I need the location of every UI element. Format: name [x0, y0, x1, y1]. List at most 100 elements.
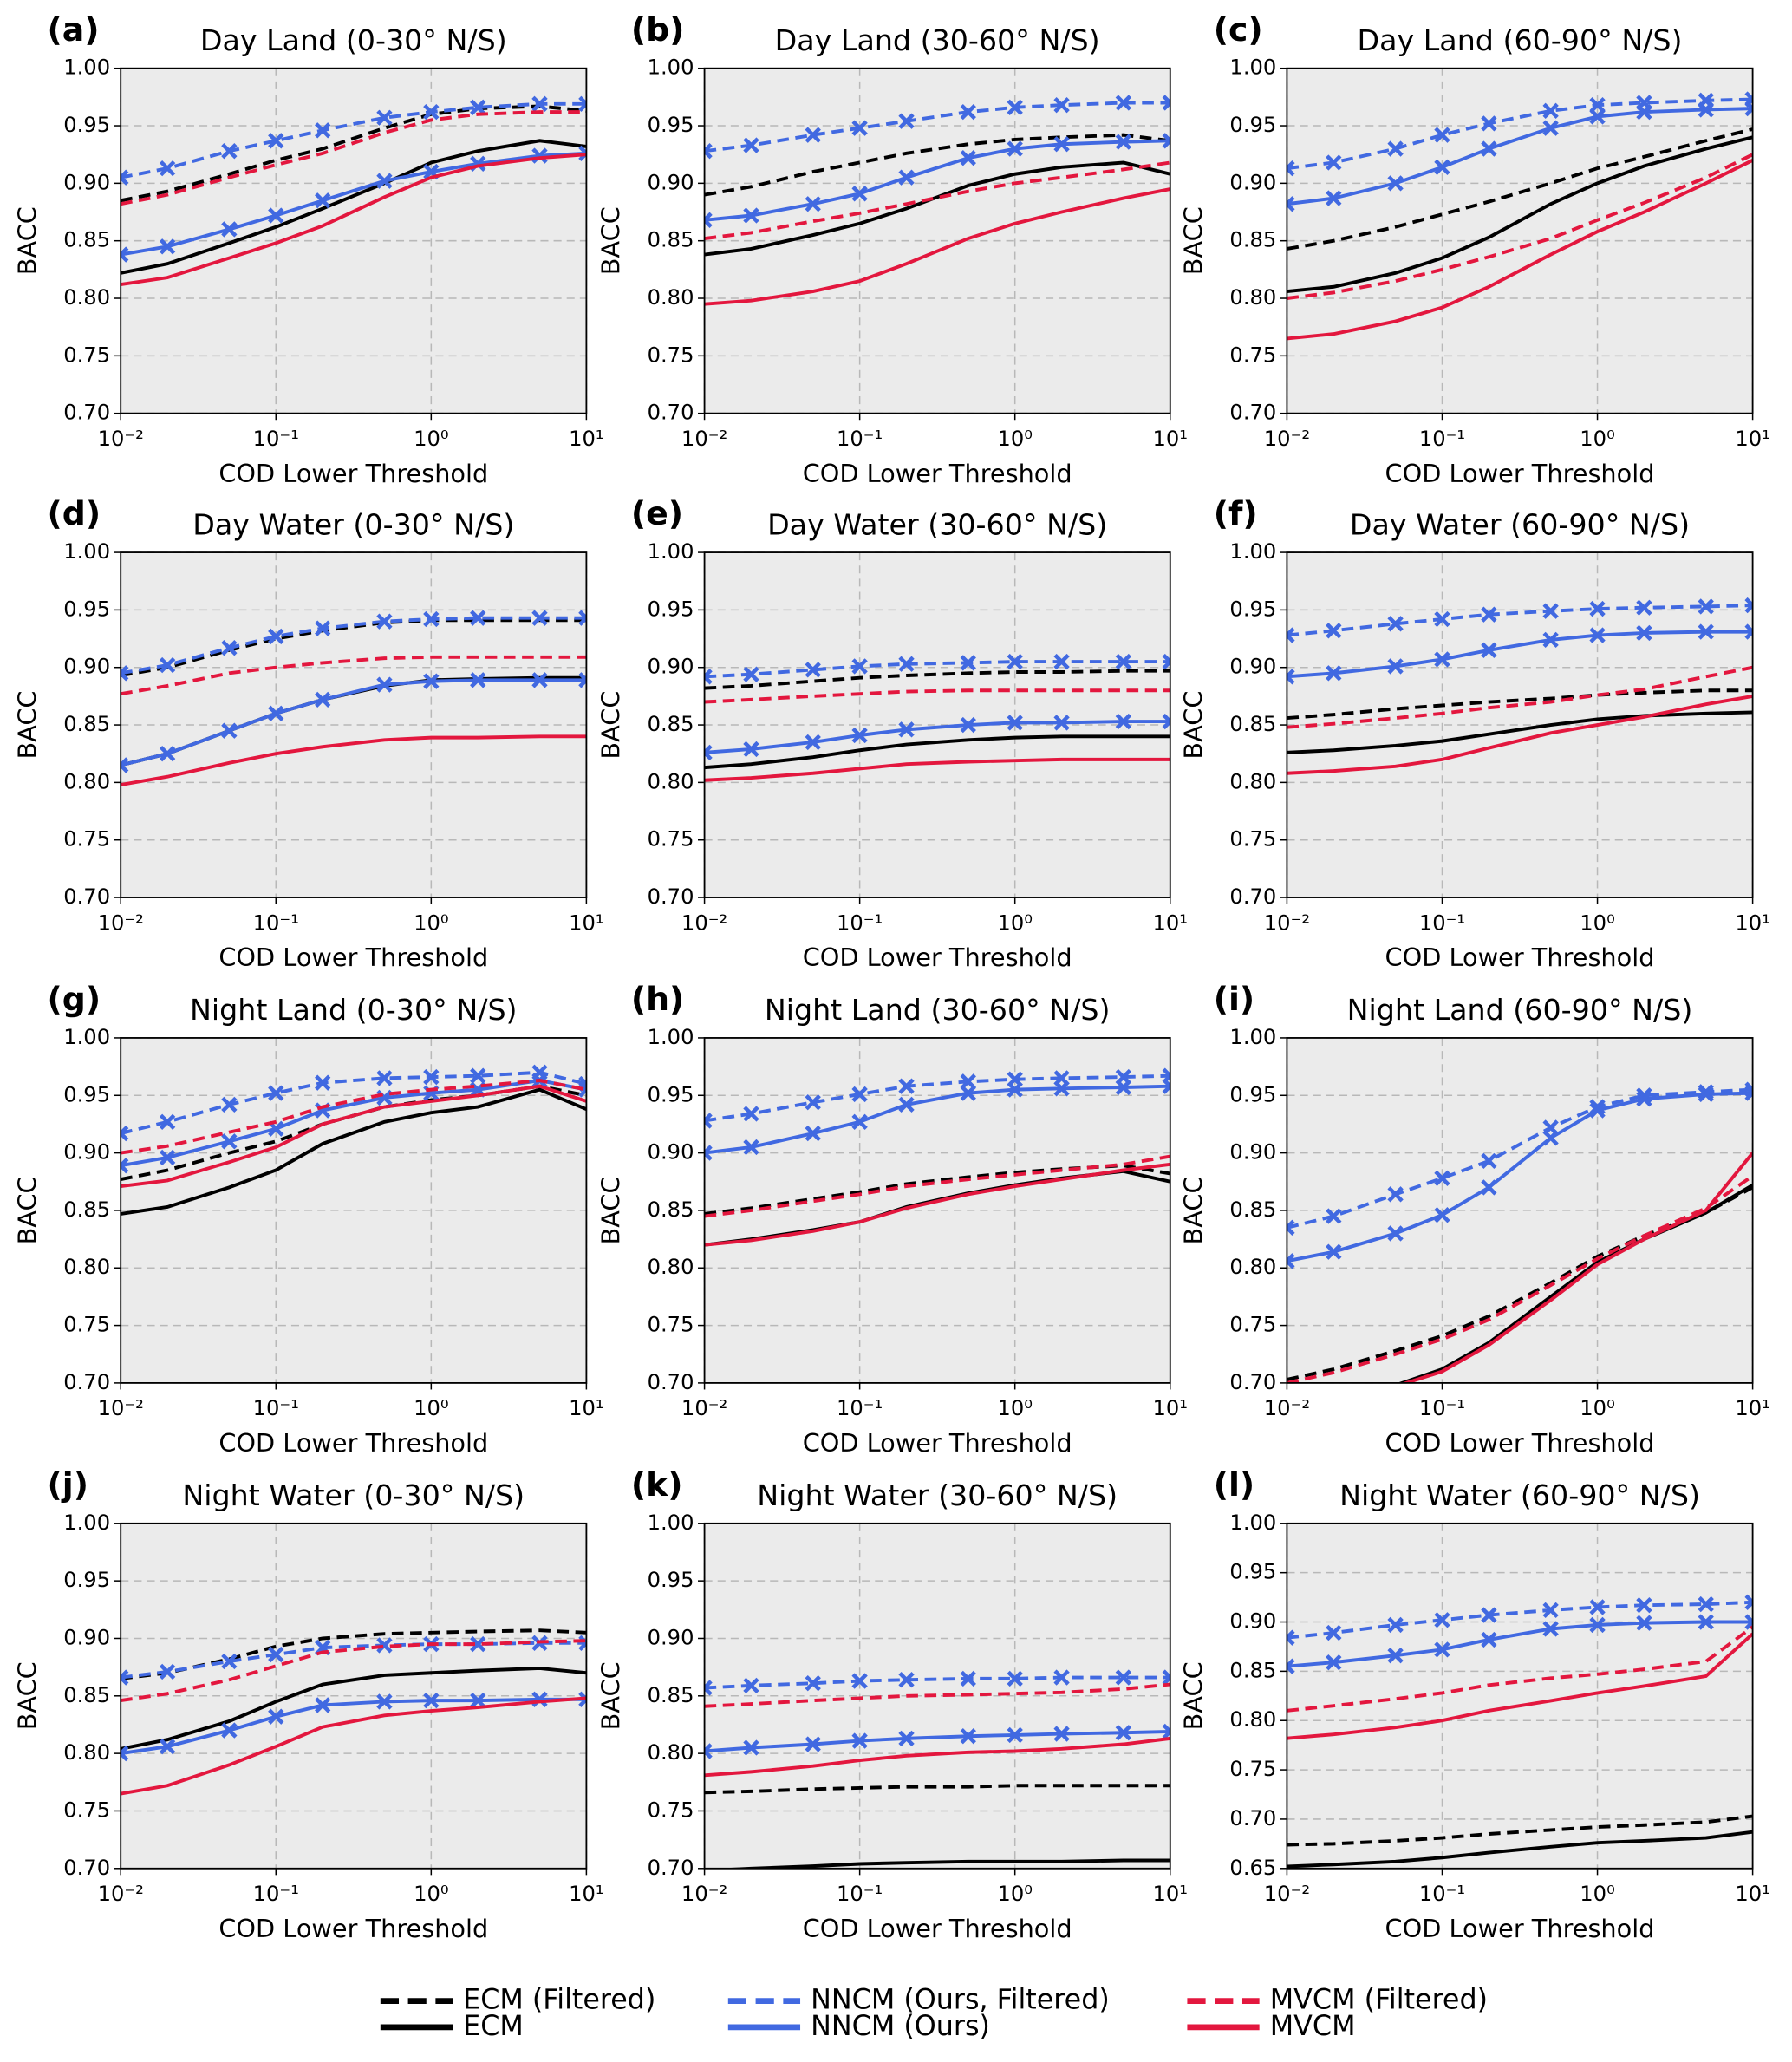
y-tick-label: 0.70 — [648, 401, 694, 425]
x-tick-label: 10⁻¹ — [253, 427, 299, 451]
x-tick-label: 10¹ — [1735, 427, 1770, 451]
marker — [1007, 653, 1023, 670]
marker — [470, 672, 486, 688]
x-axis-label: COD Lower Threshold — [1385, 943, 1655, 972]
plot-frame — [703, 67, 1171, 414]
y-axis-label: BACC — [1179, 1176, 1209, 1244]
x-axis-label: COD Lower Threshold — [218, 1428, 488, 1458]
marker — [578, 610, 587, 626]
panel-label: (d) — [47, 494, 101, 532]
plot-frame — [1286, 551, 1754, 898]
marker — [1387, 1186, 1404, 1203]
series-line — [121, 153, 587, 287]
marker — [1434, 610, 1450, 628]
plot-frame — [703, 1037, 1171, 1384]
y-tick-label: 1.00 — [1229, 539, 1276, 564]
y-tick-label: 0.75 — [648, 1313, 694, 1337]
y-tick-label: 0.85 — [63, 228, 110, 252]
x-axis-label: COD Lower Threshold — [803, 943, 1072, 972]
marker — [268, 628, 284, 645]
y-tick-label: 0.75 — [1229, 1757, 1276, 1781]
y-tick-label: 0.90 — [1229, 655, 1276, 679]
marker — [898, 113, 915, 129]
y-tick-label: 0.70 — [1229, 401, 1276, 425]
marker — [1387, 616, 1404, 632]
marker — [805, 1736, 821, 1752]
series-line — [1287, 1625, 1753, 1713]
marker — [805, 1675, 821, 1692]
marker — [221, 722, 238, 739]
marker — [898, 169, 915, 186]
marker — [315, 122, 331, 139]
x-tick-label: 10⁻² — [98, 910, 144, 935]
marker — [1287, 627, 1295, 643]
series-line — [704, 133, 1170, 197]
marker — [1481, 1607, 1497, 1623]
marker — [704, 1743, 713, 1759]
panel-label: (a) — [47, 10, 99, 49]
marker — [1326, 1208, 1342, 1224]
marker — [470, 610, 486, 626]
marker — [1326, 1243, 1342, 1260]
marker — [1007, 99, 1023, 115]
marker — [1326, 154, 1342, 171]
marker — [376, 109, 393, 126]
series-line — [704, 1729, 1170, 1753]
plot-frame — [120, 67, 588, 414]
x-tick-label: 10⁻¹ — [837, 427, 883, 451]
x-tick-label: 10⁻¹ — [1419, 427, 1465, 451]
series-line — [704, 139, 1170, 222]
series-line — [1287, 630, 1753, 679]
series-line — [704, 757, 1170, 782]
series-line — [704, 1162, 1170, 1247]
series-line — [704, 669, 1170, 690]
y-tick-label: 0.85 — [648, 1197, 694, 1222]
marker — [1326, 190, 1342, 206]
series-line — [1287, 1600, 1753, 1640]
marker — [704, 1680, 713, 1696]
marker — [1287, 196, 1295, 212]
marker — [423, 1692, 440, 1709]
plot-frame — [120, 551, 588, 898]
marker — [1589, 600, 1606, 617]
panel-label: (j) — [47, 1465, 88, 1504]
marker — [268, 133, 284, 149]
marker — [743, 1106, 759, 1122]
marker — [121, 169, 129, 186]
marker — [743, 741, 759, 758]
x-tick-label: 10⁰ — [1580, 1882, 1615, 1906]
marker — [1053, 1669, 1070, 1686]
marker — [960, 1670, 976, 1687]
x-axis-label: COD Lower Threshold — [803, 1914, 1072, 1943]
series-line — [121, 1079, 587, 1155]
chart-title: Night Land (30-60° N/S) — [765, 993, 1111, 1027]
marker — [1326, 665, 1342, 682]
x-tick-label: 10⁰ — [1580, 427, 1615, 451]
marker — [376, 173, 393, 189]
y-tick-label: 0.90 — [648, 655, 694, 679]
series-line — [121, 101, 587, 179]
marker — [898, 721, 915, 738]
chart-title: Day Water (30-60° N/S) — [767, 507, 1107, 541]
x-axis-label: COD Lower Threshold — [1385, 459, 1655, 488]
series-line — [121, 139, 587, 275]
x-tick-label: 10⁻¹ — [253, 910, 299, 935]
marker — [1162, 1078, 1170, 1094]
series-line — [1287, 1185, 1753, 1381]
marker — [704, 212, 713, 228]
y-tick-label: 0.85 — [648, 1683, 694, 1707]
x-axis-label: COD Lower Threshold — [803, 1428, 1072, 1458]
marker — [704, 744, 713, 761]
marker — [376, 1070, 393, 1086]
marker — [1589, 1616, 1606, 1634]
series-group — [704, 95, 1170, 306]
chart-title: Night Water (0-30° N/S) — [182, 1478, 525, 1512]
marker — [1115, 134, 1132, 150]
series-line — [704, 187, 1170, 306]
marker — [1053, 715, 1070, 731]
marker — [851, 658, 868, 675]
y-tick-label: 0.80 — [648, 1740, 694, 1765]
marker — [578, 672, 587, 688]
x-tick-label: 10⁻² — [681, 1882, 727, 1906]
